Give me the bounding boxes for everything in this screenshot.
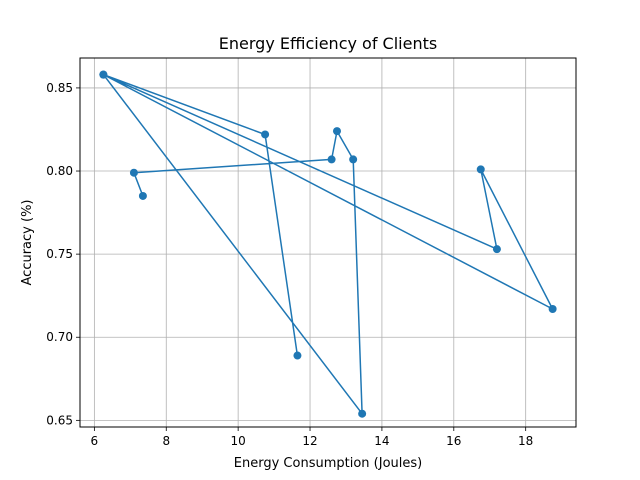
series-layer	[99, 70, 557, 418]
data-point	[349, 155, 358, 164]
ticks: 6 8 10 12 14 16 18 0.65 0.70 0.75 0.80 0.85	[46, 81, 533, 448]
x-tick-label: 10	[231, 434, 246, 448]
data-point	[129, 168, 138, 177]
x-tick-label: 12	[302, 434, 317, 448]
data-point	[327, 155, 336, 164]
x-tick-label: 6	[91, 434, 99, 448]
data-point	[476, 165, 485, 174]
data-point	[332, 127, 341, 136]
x-tick-label: 8	[162, 434, 170, 448]
data-point	[293, 351, 302, 360]
data-point	[261, 130, 270, 139]
data-point	[492, 245, 501, 254]
data-point	[138, 191, 147, 200]
y-tick-label: 0.75	[46, 247, 73, 261]
data-point	[548, 304, 557, 313]
x-tick-label: 18	[518, 434, 533, 448]
chart-title: Energy Efficiency of Clients	[219, 34, 437, 53]
y-tick-label: 0.65	[46, 413, 73, 427]
x-tick-label: 16	[446, 434, 461, 448]
y-tick-label: 0.85	[46, 81, 73, 95]
data-point	[99, 70, 108, 79]
y-tick-label: 0.70	[46, 330, 73, 344]
x-tick-label: 14	[374, 434, 389, 448]
y-axis-label: Accuracy (%)	[20, 200, 35, 286]
data-point	[358, 409, 367, 418]
plot-frame	[79, 57, 577, 428]
x-axis-label: Energy Consumption (Joules)	[234, 456, 422, 471]
y-tick-label: 0.80	[46, 164, 73, 178]
